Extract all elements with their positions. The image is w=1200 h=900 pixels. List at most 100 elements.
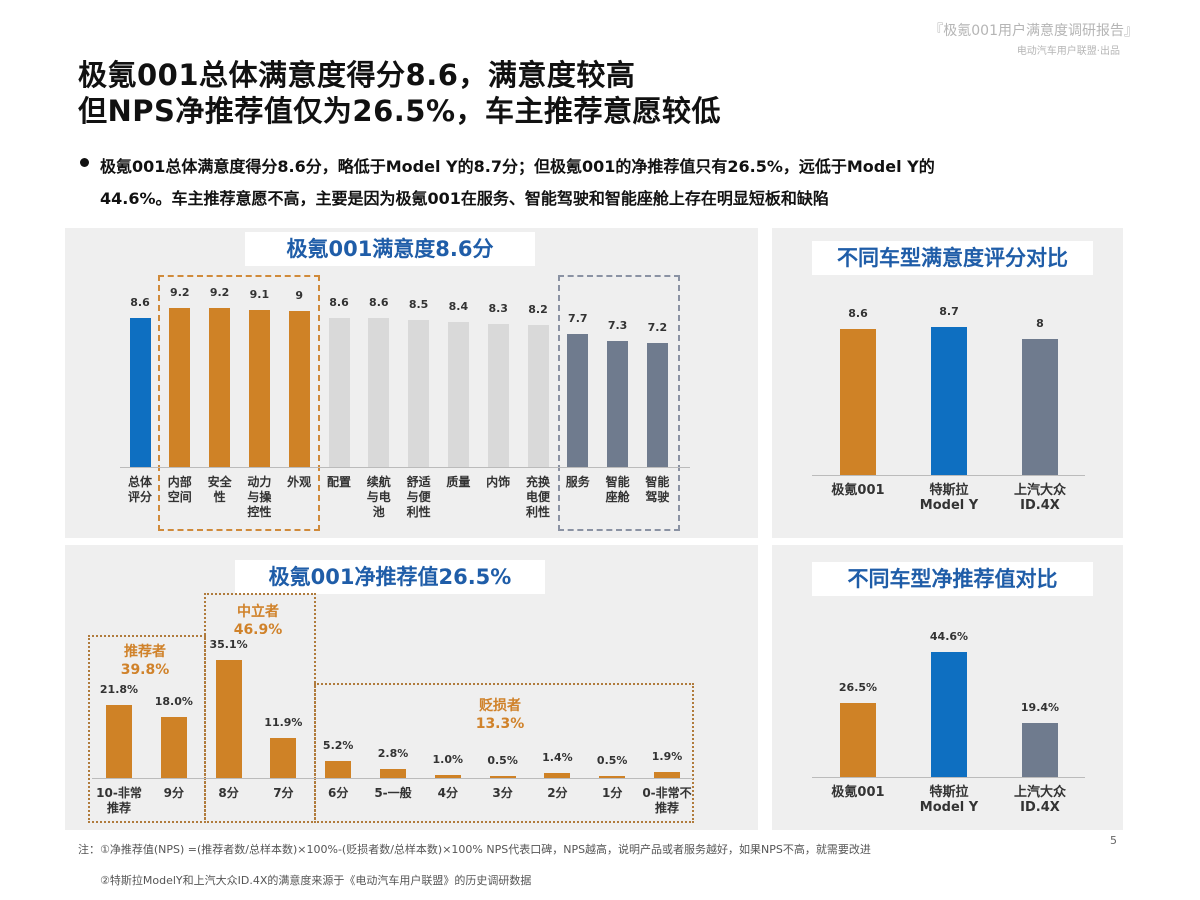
bar <box>169 308 191 467</box>
category-label: 3分 <box>492 786 513 800</box>
bar <box>646 342 668 467</box>
bar <box>434 774 461 778</box>
category-label: 配置 <box>326 475 351 489</box>
bar <box>840 328 876 475</box>
category-label: 9分 <box>163 786 184 800</box>
category-label: 极氪001 <box>831 785 885 800</box>
summary-line1: 极氪001总体满意度得分8.6分，略低于Model Y的8.7分；但极氪001的… <box>100 157 935 176</box>
data-label: 9.2 <box>170 286 190 299</box>
category-label: 续航 与电 池 <box>366 475 391 519</box>
page-title-line1: 极氪001总体满意度得分8.6，满意度较高 <box>78 58 636 92</box>
bar <box>106 704 132 778</box>
bar <box>129 318 151 467</box>
category-label: 外观 <box>287 475 312 489</box>
category-label: 2分 <box>547 786 568 800</box>
category-label: 8分 <box>218 786 239 800</box>
data-label: 11.9% <box>264 715 303 729</box>
category-label: 动力 与操 控性 <box>247 475 272 519</box>
bar <box>1022 338 1058 475</box>
category-label: 智能 座舱 <box>605 475 630 504</box>
promoters-label: 推荐者 39.8% <box>120 644 170 678</box>
data-label: 7.2 <box>647 320 668 334</box>
data-label: 0.5% <box>596 754 628 768</box>
data-label: 2.8% <box>377 746 409 760</box>
chart-title: 极氪001满意度8.6分 <box>245 232 535 266</box>
footnote-1: 注：①净推荐值(NPS) =(推荐者数/总样本数)×100%-(贬损者数/总样本… <box>78 843 871 856</box>
data-label: 5.2% <box>322 738 354 752</box>
data-label: 8.3 <box>488 301 508 315</box>
weakness-highlight-box <box>558 275 680 531</box>
data-label: 8.6 <box>329 296 349 310</box>
category-label: 安全 性 <box>207 475 232 504</box>
data-label: 8.5 <box>408 298 429 312</box>
data-label: 44.6% <box>929 630 969 643</box>
footnote-2: ②特斯拉ModelY和上汽大众ID.4X的满意度来源于《电动汽车用户联盟》的历史… <box>100 874 532 887</box>
bar <box>270 737 297 778</box>
category-label: 0-非常不 推荐 <box>642 786 692 815</box>
category-label: 内饰 <box>486 475 511 489</box>
detractors-box <box>314 683 694 823</box>
category-label: 特斯拉 Model Y <box>919 785 979 815</box>
strength-highlight-box <box>158 275 320 531</box>
bar <box>328 318 350 467</box>
category-label: 上汽大众 ID.4X <box>1013 785 1066 815</box>
bar <box>325 760 352 778</box>
bar <box>408 320 430 467</box>
bar <box>544 773 571 778</box>
data-label: 7.7 <box>568 311 588 325</box>
page-number: 5 <box>1110 834 1117 847</box>
category-label: 6分 <box>328 786 349 800</box>
category-label: 充换 电便 利性 <box>525 475 550 519</box>
bar <box>1022 722 1058 777</box>
category-label: 智能 驾驶 <box>645 475 670 504</box>
x-axis <box>812 777 1085 778</box>
data-label: 1.4% <box>542 751 573 765</box>
category-label: 特斯拉 Model Y <box>919 483 979 513</box>
bar <box>380 768 406 778</box>
category-label: 极氪001 <box>831 483 885 498</box>
page-title-line2: 但NPS净推荐值仅为26.5%，车主推荐意愿较低 <box>78 94 722 128</box>
data-label: 26.5% <box>838 680 878 694</box>
publisher: 电动汽车用户联盟·出品 <box>1016 46 1120 57</box>
bar <box>288 311 310 467</box>
category-label: 7分 <box>273 786 294 800</box>
data-label: 8.6 <box>369 296 389 310</box>
chart-title: 不同车型净推荐值对比 <box>812 562 1093 596</box>
data-label: 0.5% <box>487 754 518 768</box>
data-label: 19.4% <box>1020 700 1060 714</box>
bar <box>489 776 516 778</box>
bar <box>368 318 390 467</box>
data-label: 18.0% <box>154 695 193 709</box>
data-label: 8.4 <box>448 299 469 313</box>
summary-line2: 44.6%。车主推荐意愿不高，主要是因为极氪001在服务、智能驾驶和智能座舱上存… <box>100 189 829 208</box>
bar <box>215 660 242 778</box>
data-label: 8.7 <box>939 305 959 318</box>
data-label: 1.9% <box>651 749 683 763</box>
passives-label: 中立者 46.9% <box>233 604 283 638</box>
category-label: 上汽大众 ID.4X <box>1013 483 1066 513</box>
chart-title: 不同车型满意度评分对比 <box>812 241 1093 275</box>
x-axis <box>92 778 693 779</box>
bullet-dot <box>80 158 89 167</box>
bar <box>160 717 187 778</box>
data-label: 9.1 <box>249 287 270 301</box>
bar <box>607 340 629 467</box>
data-label: 9 <box>295 289 304 303</box>
bar <box>487 323 509 467</box>
bar <box>931 327 967 475</box>
category-label: 5-一般 <box>374 786 412 800</box>
bar <box>527 325 549 467</box>
data-label: 8.6 <box>130 296 150 310</box>
data-label: 21.8% <box>99 682 139 696</box>
data-label: 7.3 <box>607 318 628 332</box>
x-axis <box>120 467 690 468</box>
detractors-label: 贬损者 13.3% <box>475 698 525 732</box>
category-label: 质量 <box>446 475 471 489</box>
data-label: 8 <box>1036 316 1044 330</box>
bar <box>599 776 626 778</box>
category-label: 4分 <box>437 786 458 800</box>
data-label: 8.6 <box>848 306 868 320</box>
report-title: 『极氪001用户满意度调研报告』 <box>929 23 1138 39</box>
category-label: 1分 <box>602 786 623 800</box>
bar <box>840 702 876 777</box>
